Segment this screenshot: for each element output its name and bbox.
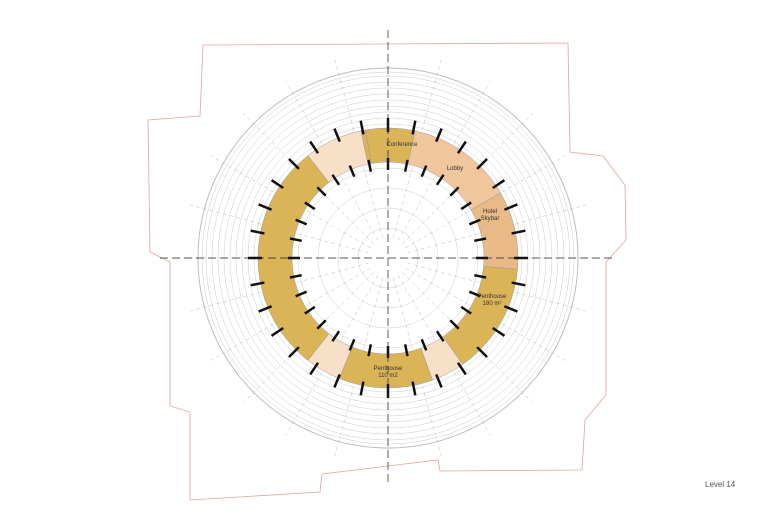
wall: [476, 346, 488, 358]
room-label-conference: Conference: [386, 142, 418, 148]
wall: [270, 179, 284, 190]
wall: [503, 203, 518, 211]
wall: [295, 218, 308, 226]
wall: [449, 319, 460, 330]
wall: [460, 201, 472, 211]
wall: [503, 305, 518, 313]
wall: [367, 344, 373, 357]
wall: [468, 218, 481, 226]
wall: [420, 165, 428, 178]
wall: [460, 305, 472, 315]
wall: [258, 305, 273, 313]
room-label-hotel-skybar: Hotel Skybar: [481, 209, 500, 222]
wall: [456, 362, 467, 376]
wall: [420, 338, 428, 351]
wall: [288, 158, 300, 170]
wall: [435, 128, 443, 143]
wall: [250, 281, 265, 287]
wall: [316, 186, 327, 197]
wall: [359, 120, 365, 135]
wall: [295, 290, 308, 298]
wall: [289, 273, 302, 279]
wall: [511, 229, 526, 235]
wall: [333, 128, 341, 143]
wall: [474, 237, 487, 243]
wall: [511, 281, 526, 287]
level-label: Level 14: [705, 480, 736, 489]
wall: [333, 373, 341, 388]
wall: [492, 326, 506, 337]
wall: [258, 203, 273, 211]
wall: [492, 179, 506, 190]
wall: [403, 344, 409, 357]
wall: [348, 165, 356, 178]
wall: [435, 330, 445, 342]
room-label-lobby: Lobby: [447, 166, 463, 172]
room-label-penthouse-110: Penthouse 110 m2: [374, 366, 403, 379]
site-boundary: [147, 42, 627, 501]
wall: [359, 381, 365, 396]
wall: [468, 290, 481, 298]
wall: [411, 120, 417, 135]
wall: [456, 140, 467, 154]
wall: [476, 158, 488, 170]
wall: [367, 159, 373, 172]
wall: [435, 174, 445, 186]
wall: [289, 237, 302, 243]
wall: [316, 319, 327, 330]
wall: [270, 326, 284, 337]
wall: [435, 373, 443, 388]
wall: [474, 273, 487, 279]
wall: [449, 186, 460, 197]
wall: [309, 362, 320, 376]
wall: [331, 330, 341, 342]
wall: [348, 338, 356, 351]
wall: [288, 346, 300, 358]
wall: [250, 229, 265, 235]
wall: [304, 305, 316, 315]
wall: [331, 174, 341, 186]
wall: [411, 381, 417, 396]
wall: [309, 140, 320, 154]
wall: [403, 159, 409, 172]
wall: [304, 201, 316, 211]
room-label-penthouse-180: Penthouse 180 m²: [478, 294, 507, 307]
